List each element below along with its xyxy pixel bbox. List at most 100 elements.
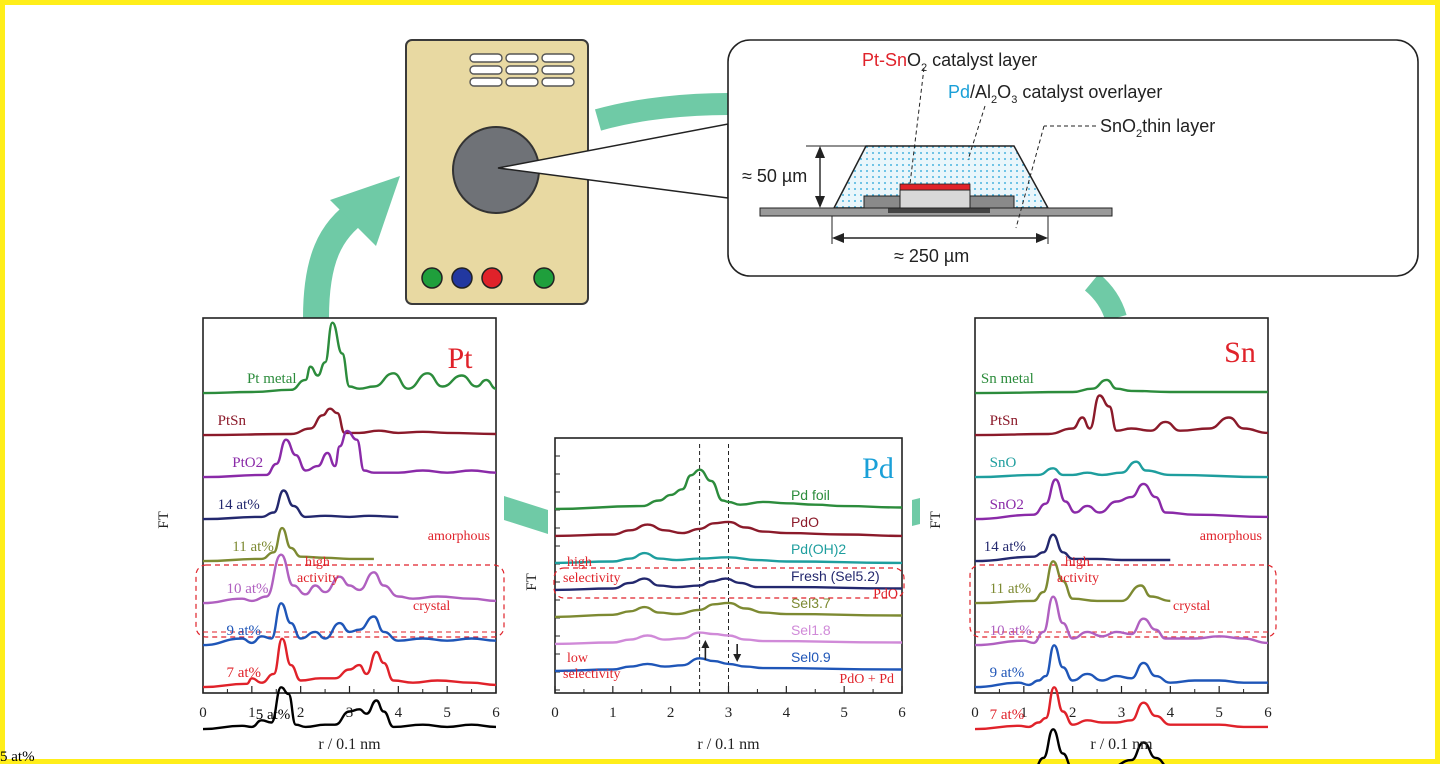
dim-arrow-icon [815,196,825,208]
series-line [974,686,1268,731]
series-label: 5 at% [256,707,291,723]
series-line [974,595,1269,647]
x-tick-label: 3 [725,705,733,721]
arrow-stub-pd-right [912,498,920,526]
sensor-device [405,39,589,305]
series-label: 9 at% [226,623,261,639]
series-line [974,378,1268,395]
series-line [202,429,497,479]
series-line [202,489,399,521]
callout-box [727,39,1419,277]
series-label: 10 at% [990,623,1032,639]
x-tick-label: 4 [395,705,403,721]
series-line [202,637,497,689]
height-label: ≈ 50 µm [742,166,807,186]
high-selectivity-annotation: high [567,555,592,570]
series-line [974,394,1269,437]
x-tick-label: 1 [609,705,617,721]
x-tick-label: 1 [248,705,256,721]
down-arrow-icon [733,654,742,662]
series-label: 7 at% [990,707,1025,723]
cross-section-callout: Pt-SnO2 catalyst layer Pd/Al2O3 catalyst… [727,39,1419,277]
arrowhead-icon [330,176,400,246]
x-tick-label: 5 [443,705,451,721]
x-tick-label: 2 [667,705,675,721]
series-label: 11 at% [990,581,1032,597]
x-tick-label: 6 [1264,705,1272,721]
x-tick-label: 0 [971,705,979,721]
series-label: Sel3.7 [791,595,831,611]
high-activity-annotation: activity [1057,571,1099,586]
up-arrow-icon [701,640,710,648]
series-line [554,551,903,565]
x-tick-label: 3 [1118,705,1126,721]
x-tick-label: 2 [1069,705,1077,721]
high-activity-annotation: high [1065,555,1090,570]
leader-pd [967,105,986,161]
panel-title: Pt [447,342,473,375]
series-line [202,602,497,647]
series-label: Fresh (Sel5.2) [791,568,880,584]
plot-frame [202,317,497,694]
series-label: 11 at% [232,539,274,555]
x-tick-label: 4 [1167,705,1175,721]
dim-arrow-icon [832,233,844,243]
arrow-device-to-callout [594,93,729,131]
panel-title: Pd [862,452,894,485]
x-tick-label: 4 [783,705,791,721]
series-label: Sel0.9 [791,649,831,665]
high-activity-annotation: high [305,555,330,570]
x-tick-label: 0 [551,705,559,721]
x-axis-label: r / 0.1 nm [1090,736,1153,753]
series-label: PdO [791,514,819,530]
low-selectivity-annotation: low [567,651,589,666]
pd-exafs-panel: 0 1 2 3 4 5 6 Pd foil PdO Pd(OH)2 Fresh (Sel5.2) Se… [524,437,906,753]
pdo-pd-annotation: PdO + Pd [839,672,894,687]
crystal-annotation: crystal [1173,599,1210,614]
x-tick-label: 5 [1215,705,1223,721]
series-label: 5 at% [0,749,35,764]
sno2-thin-label: SnO2thin layer [1100,116,1215,140]
series-label: 7 at% [226,665,261,681]
series-label: 9 at% [990,665,1025,681]
series-label: 14 at% [984,539,1026,555]
series-line [202,686,497,731]
panel-title: Sn [1224,336,1256,369]
series-line [974,478,1269,521]
x-tick-label: 0 [199,705,207,721]
connector-arrows [303,93,1127,534]
pt-sno2-layer [899,183,971,191]
leader-pt [909,67,925,185]
series-line [1037,728,1165,764]
green-led-icon [533,267,555,289]
dim-arrow-icon [1036,233,1048,243]
series-label: SnO2 [990,497,1024,513]
series-label: Sel1.8 [791,622,831,638]
series-label: Pd(OH)2 [791,541,846,557]
y-axis-label: FT [928,511,944,529]
amorphous-annotation: amorphous [1200,529,1262,544]
series-line [974,644,1268,689]
series-label: 10 at% [226,581,268,597]
electrode-base [888,208,990,213]
sno2-layer [899,189,971,209]
series-line [554,657,903,673]
y-axis-label: FT [156,511,172,529]
series-line [974,533,1171,563]
x-axis-label: r / 0.1 nm [318,736,381,753]
crystal-annotation: crystal [413,599,450,614]
selection-dashed-box [969,564,1277,638]
series-label: Pt metal [247,371,297,387]
series-label: PtSn [218,413,247,429]
arrow-stub-pd-left [504,496,548,534]
x-tick-label: 3 [346,705,354,721]
series-label: Sn metal [981,371,1034,387]
selection-dashed-box [195,564,505,638]
series-line [202,321,497,395]
x-axis-label: r / 0.1 nm [697,736,760,753]
width-label: ≈ 250 µm [894,246,969,266]
y-axis-label: FT [524,573,540,591]
series-label: Pd foil [791,487,830,503]
